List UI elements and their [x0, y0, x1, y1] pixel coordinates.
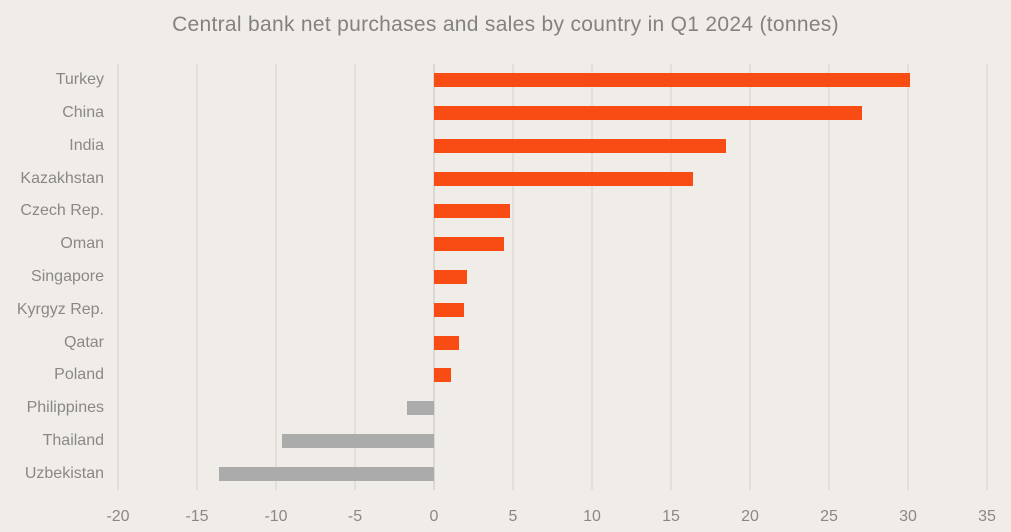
category-label: Kazakhstan [20, 169, 104, 187]
x-tick-label: 5 [508, 508, 518, 525]
bar [434, 171, 694, 186]
category-label: Uzbekistan [24, 464, 104, 482]
category-label: Singapore [31, 268, 104, 285]
bar [434, 237, 504, 252]
bar [434, 302, 465, 317]
gridline [828, 64, 830, 490]
x-tick-label: 0 [429, 508, 439, 525]
x-tick-label: 20 [741, 508, 759, 525]
gridline [354, 64, 356, 490]
x-tick-label: -10 [264, 508, 288, 525]
y-axis-category-labels: Turkey China India Kazakhstan Czech Rep. Oman… [0, 64, 104, 490]
category-label: China [62, 104, 104, 122]
bar [407, 401, 434, 416]
x-tick-label: 25 [820, 508, 838, 525]
gridline [749, 64, 751, 490]
gridline [275, 64, 277, 490]
gridline [512, 64, 514, 490]
chart-title: Central bank net purchases and sales by … [172, 13, 839, 36]
category-label: India [69, 136, 104, 154]
category-label: Philippines [26, 399, 104, 417]
x-tick-label: -15 [185, 508, 209, 525]
x-tick-label: 15 [662, 508, 680, 525]
x-tick-label: 10 [583, 508, 601, 525]
x-tick-label: 30 [899, 508, 917, 525]
x-tick-label: -20 [106, 508, 130, 525]
bar [434, 106, 863, 121]
bar [434, 73, 910, 88]
category-label: Oman [60, 235, 104, 253]
category-label: Poland [54, 366, 104, 384]
x-axis: -20 -15 -10 -5 0 5 10 15 20 25 30 35 [106, 505, 995, 529]
gridline [196, 64, 198, 490]
category-label: Czech Rep. [20, 202, 104, 220]
bar [434, 138, 727, 153]
gridline [117, 64, 119, 490]
plot-area [117, 64, 988, 490]
bar [434, 204, 510, 219]
category-label: Qatar [63, 333, 104, 351]
gridline [986, 64, 988, 490]
category-label: Kyrgyz Rep. [16, 300, 104, 318]
bar [282, 433, 434, 448]
x-tick-label: 35 [978, 508, 996, 525]
gridline [907, 64, 909, 490]
gridline [591, 64, 593, 490]
bar [219, 466, 434, 481]
bar [434, 335, 460, 350]
x-tick-label: -5 [347, 508, 363, 525]
category-label: Turkey [55, 71, 104, 89]
bar [434, 270, 468, 284]
category-label: Thailand [42, 431, 104, 449]
bar [434, 368, 452, 383]
gridline [670, 64, 672, 490]
